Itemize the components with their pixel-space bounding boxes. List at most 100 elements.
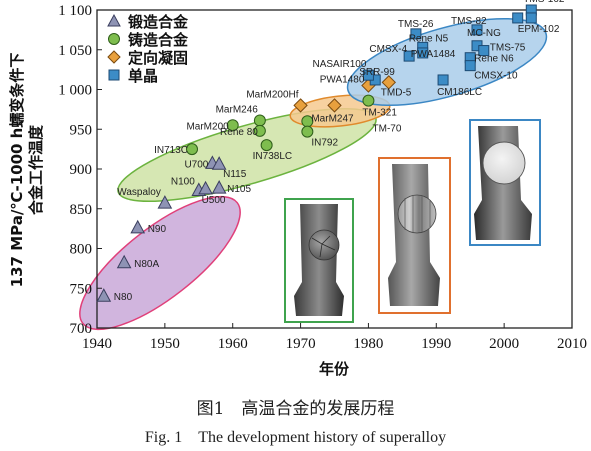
figure-caption-cn: 图1 高温合金的发展历程 — [196, 399, 395, 419]
directional-grain-lines — [404, 195, 431, 233]
x-tick-label: 1980 — [353, 336, 383, 352]
point-label: PWA1480 — [320, 75, 365, 86]
point-label: SRR-99 — [359, 67, 395, 78]
x-tick-label: 2000 — [489, 336, 519, 352]
point-label: N80 — [114, 292, 133, 303]
x-tick-label: 2010 — [557, 336, 587, 352]
legend-diamond-icon — [107, 50, 121, 64]
y-tick-label: 800 — [70, 242, 93, 258]
marker-triangle — [211, 180, 227, 194]
marker-triangle — [130, 219, 146, 234]
y-tick-label: 900 — [70, 162, 93, 178]
legend-circle-icon — [108, 33, 120, 45]
y-tick-label: 950 — [70, 122, 93, 138]
legend-square-icon — [108, 69, 120, 81]
legend-triangle-icon — [107, 13, 121, 27]
point-label: U500 — [202, 195, 226, 206]
point-label: N105 — [227, 184, 251, 195]
point-label: MarM200Hf — [246, 89, 298, 100]
marker-circle — [226, 119, 239, 132]
x-tick-label: 1970 — [286, 336, 316, 352]
point-label: MarM246 — [216, 105, 259, 116]
point-label: TM-70 — [373, 123, 402, 134]
equiaxed-grain-lines — [311, 235, 336, 258]
marker-square — [471, 24, 483, 36]
marker-triangle — [198, 180, 213, 195]
point-label: N115 — [223, 169, 247, 180]
marker-diamond — [293, 98, 308, 113]
y-tick-label: 1 050 — [58, 43, 92, 59]
marker-circle — [253, 124, 266, 137]
point-label: TMS-162 — [523, 0, 565, 5]
marker-triangle — [211, 156, 227, 170]
point-label: CMSX-10 — [474, 71, 518, 82]
marker-circle — [260, 139, 273, 152]
marker-circle — [362, 94, 375, 107]
point-label: CMSX-4 — [369, 44, 407, 55]
point-label: MarM247 — [311, 113, 354, 124]
marker-square — [362, 69, 374, 81]
y-tick-label: 750 — [70, 281, 93, 297]
point-label: U700 — [184, 159, 208, 170]
x-tick-label: 1990 — [421, 336, 451, 352]
marker-square — [478, 45, 490, 57]
y-axis-title: 137 MPa/℃-1000 h蠕变条件下 合金工作温度 — [8, 53, 45, 288]
y-tick-label: 1 100 — [58, 3, 92, 19]
legend-label-wrought: 锻造合金 — [128, 13, 189, 31]
marker-square — [512, 12, 524, 24]
marker-diamond — [327, 98, 342, 113]
y-axis-title-line1: 137 MPa/℃-1000 h蠕变条件下 — [8, 53, 26, 288]
point-label: PWA1484 — [411, 49, 456, 60]
data-markers — [96, 4, 537, 302]
sx-region — [346, 17, 548, 107]
y-tick-label: 700 — [70, 321, 93, 337]
single-crystal-disc — [482, 141, 526, 185]
point-label: N100 — [171, 176, 195, 187]
x-tick-label: 1940 — [82, 336, 112, 352]
y-axis-ticks: 700 750 800 850 900 950 1 000 1 050 1 100 — [58, 3, 102, 337]
legend-label-cast: 铸造合金 — [128, 31, 189, 49]
wrought-region — [79, 195, 241, 331]
point-label: N80A — [134, 259, 159, 270]
point-label: TMS-75 — [490, 43, 526, 54]
x-tick-label: 1950 — [150, 336, 180, 352]
figure-caption-en: Fig. 1 The development history of supera… — [144, 429, 447, 446]
point-label: IN713C — [154, 145, 188, 156]
blade-photo-equiaxed — [284, 198, 354, 323]
point-label: NASAIR100 — [313, 59, 367, 70]
legend-label-sx: 单晶 — [128, 67, 158, 85]
blade-photo-directional — [378, 157, 451, 314]
point-label: TMS-82 — [451, 16, 487, 27]
marker-diamond — [381, 75, 396, 90]
marker-square — [403, 50, 415, 62]
point-label: Rene 80 — [220, 127, 258, 138]
x-tick-label: 1960 — [218, 336, 248, 352]
point-label: MC-NG — [467, 28, 501, 39]
legend-label-ds: 定向凝固 — [128, 49, 188, 67]
marker-square — [410, 28, 422, 40]
marker-triangle — [157, 195, 173, 209]
point-label: TMS-26 — [398, 19, 434, 30]
equiaxed-blade — [294, 204, 344, 316]
y-tick-label: 850 — [70, 202, 93, 218]
marker-square — [417, 47, 429, 59]
marker-circle — [301, 125, 314, 138]
marker-square — [437, 74, 449, 86]
y-tick-label: 1 000 — [58, 83, 92, 99]
point-label: Waspaloy — [117, 187, 161, 198]
marker-triangle — [116, 254, 132, 269]
legend: 锻造合金 铸造合金 定向凝固 单晶 — [107, 13, 189, 85]
point-label: TM-321 — [362, 108, 397, 119]
point-label: IN738LC — [253, 151, 292, 162]
point-label: N90 — [148, 224, 167, 235]
y-axis-title-line2: 合金工作温度 — [27, 124, 45, 216]
superalloy-history-chart: 1940 1950 1960 1970 1980 1990 2000 2010 700 750 8… — [8, 0, 587, 378]
point-label: IN792 — [311, 138, 338, 149]
directional-grain-disc — [397, 194, 437, 234]
x-axis-ticks: 1940 1950 1960 1970 1980 1990 2000 2010 — [82, 323, 587, 352]
x-axis-title: 年份 — [319, 360, 350, 378]
marker-circle — [186, 143, 198, 156]
marker-triangle — [96, 288, 112, 302]
point-label: EPM-102 — [518, 24, 560, 35]
